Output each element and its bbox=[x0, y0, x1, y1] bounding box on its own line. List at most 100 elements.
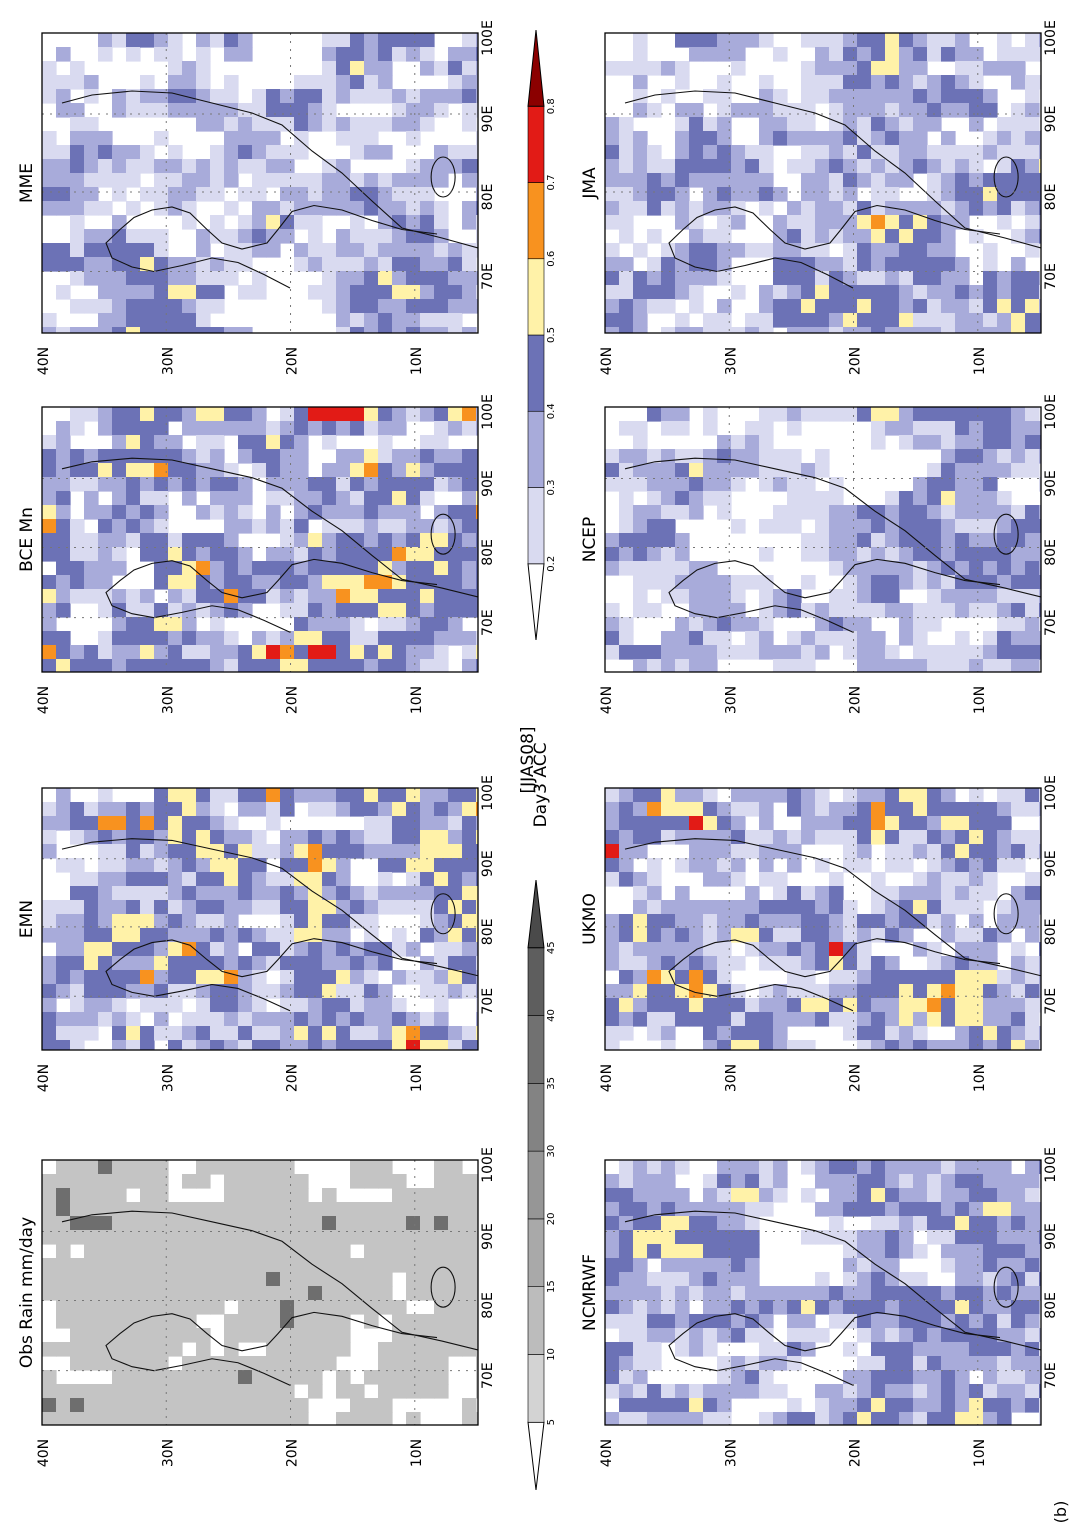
contour-cell bbox=[448, 1188, 463, 1203]
contour-cell bbox=[322, 285, 337, 300]
contour-cell bbox=[619, 1370, 634, 1385]
contour-cell bbox=[983, 603, 998, 618]
contour-cell bbox=[280, 1412, 295, 1425]
contour-cell bbox=[801, 173, 816, 188]
contour-cell bbox=[661, 788, 676, 803]
contour-cell bbox=[448, 1272, 463, 1287]
contour-cell bbox=[98, 1188, 113, 1203]
contour-cell bbox=[885, 229, 900, 244]
contour-cell bbox=[633, 1342, 648, 1357]
contour-cell bbox=[955, 145, 970, 160]
contour-cell bbox=[224, 788, 239, 803]
contour-cell bbox=[773, 1188, 788, 1203]
lat-label: 20N bbox=[285, 1064, 301, 1092]
contour-cell bbox=[787, 243, 802, 258]
contour-cell bbox=[434, 942, 449, 957]
contour-cell bbox=[364, 589, 379, 604]
contour-cell bbox=[955, 1188, 970, 1203]
contour-cell bbox=[154, 327, 169, 333]
contour-cell bbox=[633, 1272, 648, 1287]
contour-cell bbox=[633, 103, 648, 118]
contour-cell bbox=[647, 1328, 662, 1343]
contour-cell bbox=[462, 491, 477, 506]
contour-cell bbox=[420, 313, 435, 328]
contour-cell bbox=[955, 449, 970, 464]
contour-cell bbox=[378, 886, 393, 901]
contour-cell bbox=[238, 215, 253, 230]
contour-cell bbox=[633, 1202, 648, 1217]
contour-cell bbox=[703, 1012, 718, 1027]
contour-cell bbox=[434, 407, 449, 422]
contour-cell bbox=[154, 435, 169, 450]
contour-cell bbox=[378, 1174, 393, 1189]
island-outline bbox=[430, 513, 456, 555]
contour-cell bbox=[336, 998, 351, 1013]
contour-cell bbox=[462, 1412, 477, 1425]
contour-cell bbox=[983, 1202, 998, 1217]
contour-cell bbox=[661, 491, 676, 506]
contour-cell bbox=[224, 117, 239, 132]
contour-cell bbox=[969, 659, 984, 672]
contour-cell bbox=[168, 561, 183, 576]
contour-cell bbox=[745, 449, 760, 464]
contour-cell bbox=[941, 1384, 956, 1399]
contour-cell bbox=[42, 984, 57, 999]
contour-cell bbox=[647, 159, 662, 174]
contour-cell bbox=[633, 1384, 648, 1399]
contour-cell bbox=[801, 327, 816, 333]
contour-cell bbox=[84, 187, 99, 202]
contour-cell bbox=[773, 243, 788, 258]
contour-cell bbox=[238, 844, 253, 859]
contour-cell bbox=[871, 872, 886, 887]
contour-cell bbox=[997, 421, 1012, 436]
contour-cell bbox=[280, 187, 295, 202]
contour-cell bbox=[969, 187, 984, 202]
contour-cell bbox=[969, 830, 984, 845]
contour-cell bbox=[787, 1412, 802, 1425]
contour-cell bbox=[42, 1188, 57, 1203]
contour-cell bbox=[815, 830, 830, 845]
lat-label: 40N bbox=[599, 686, 615, 714]
contour-cell bbox=[689, 659, 704, 672]
contour-cell bbox=[885, 914, 900, 929]
contour-cell bbox=[168, 1370, 183, 1385]
contour-cell bbox=[703, 313, 718, 328]
contour-cell bbox=[126, 1342, 141, 1357]
contour-cell bbox=[84, 1286, 99, 1301]
contour-cell bbox=[112, 243, 127, 258]
contour-cell bbox=[941, 187, 956, 202]
contour-cell bbox=[238, 1026, 253, 1041]
lon-label: 70E bbox=[1043, 1362, 1059, 1389]
contour-cell bbox=[448, 617, 463, 632]
contour-cell bbox=[899, 1174, 914, 1189]
contour-cell bbox=[182, 942, 197, 957]
contour-cell bbox=[829, 1230, 844, 1245]
contour-cell bbox=[997, 1012, 1012, 1027]
contour-cell bbox=[406, 1202, 421, 1217]
contour-cell bbox=[829, 1216, 844, 1231]
contour-cell bbox=[448, 505, 463, 520]
contour-cell bbox=[154, 816, 169, 831]
colorbar-tail bbox=[527, 563, 545, 641]
contour-cell bbox=[462, 103, 477, 118]
contour-cell bbox=[1039, 802, 1041, 817]
lon-label: 80E bbox=[480, 184, 496, 211]
contour-cell bbox=[983, 103, 998, 118]
contour-cell bbox=[829, 519, 844, 534]
contour-cell bbox=[266, 519, 281, 534]
contour-cell bbox=[322, 1328, 337, 1343]
lat-label: 30N bbox=[160, 347, 176, 375]
colorbar-label: 0.6 bbox=[546, 251, 557, 267]
contour-cell bbox=[42, 589, 57, 604]
contour-cell bbox=[605, 1040, 620, 1050]
contour-cell bbox=[238, 327, 253, 333]
contour-cell bbox=[378, 243, 393, 258]
contour-cell bbox=[717, 1370, 732, 1385]
contour-cell bbox=[717, 589, 732, 604]
contour-cell bbox=[801, 659, 816, 672]
contour-cell bbox=[661, 271, 676, 286]
contour-cell bbox=[619, 173, 634, 188]
contour-cell bbox=[731, 285, 746, 300]
panel-title-bce: BCE Mn bbox=[17, 507, 37, 572]
